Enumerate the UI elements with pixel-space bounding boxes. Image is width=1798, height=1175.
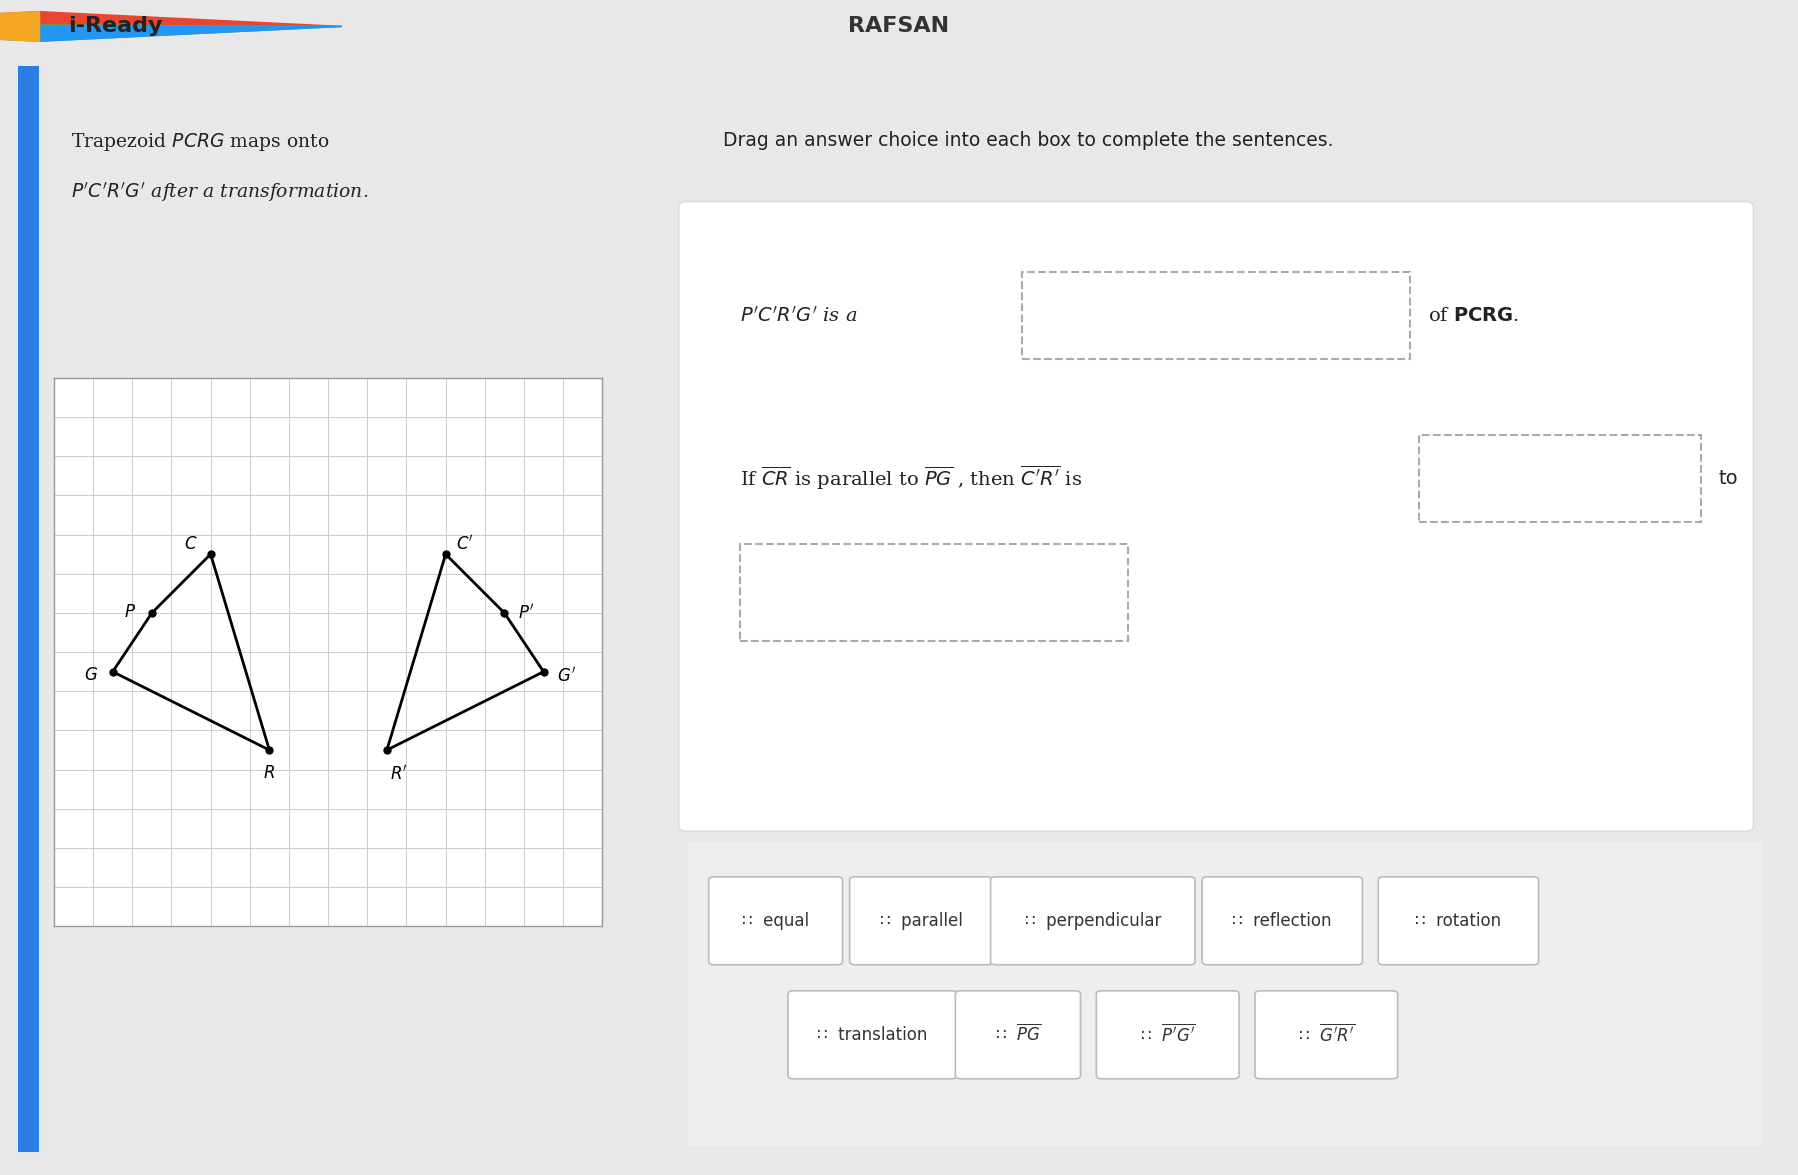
Text: $\mathit{R'}$: $\mathit{R'}$ [390, 764, 408, 783]
Text: ∷  $\overline{G'R'}$: ∷ $\overline{G'R'}$ [1298, 1023, 1356, 1046]
Text: ∷  parallel: ∷ parallel [879, 912, 962, 929]
Text: to: to [1719, 469, 1739, 488]
Polygon shape [0, 26, 342, 41]
Text: $\mathit{C'}$: $\mathit{C'}$ [457, 535, 475, 553]
FancyBboxPatch shape [955, 991, 1081, 1079]
Text: $\mathit{P'}$: $\mathit{P'}$ [518, 604, 534, 623]
FancyBboxPatch shape [708, 877, 843, 965]
Text: $\mathit{P'C'R'G'}$ is a: $\mathit{P'C'R'G'}$ is a [741, 306, 858, 325]
Text: i-Ready: i-Ready [68, 16, 164, 36]
Text: ∷  $\overline{P'G'}$: ∷ $\overline{P'G'}$ [1140, 1023, 1196, 1046]
FancyBboxPatch shape [741, 544, 1127, 642]
FancyBboxPatch shape [1203, 877, 1363, 965]
FancyBboxPatch shape [991, 877, 1196, 965]
Text: If $\overline{CR}$ is parallel to $\overline{PG}$ , then $\overline{C'R'}$ is: If $\overline{CR}$ is parallel to $\over… [741, 464, 1082, 492]
Text: ∷  perpendicular: ∷ perpendicular [1025, 912, 1162, 929]
Polygon shape [40, 25, 342, 41]
Text: $\mathit{R}$: $\mathit{R}$ [263, 765, 275, 783]
FancyBboxPatch shape [850, 877, 992, 965]
FancyBboxPatch shape [1379, 877, 1539, 965]
FancyBboxPatch shape [1255, 991, 1397, 1079]
Text: $\mathit{P}$: $\mathit{P}$ [124, 604, 137, 622]
Text: $\mathit{C}$: $\mathit{C}$ [183, 536, 198, 553]
Text: ∷  reflection: ∷ reflection [1232, 912, 1332, 929]
Text: Trapezoid $PCRG$ maps onto: Trapezoid $PCRG$ maps onto [70, 130, 329, 153]
Text: of $\mathbf{PCRG}$.: of $\mathbf{PCRG}$. [1428, 307, 1519, 324]
Text: ∷  $\overline{PG}$: ∷ $\overline{PG}$ [994, 1025, 1041, 1046]
Text: $\mathit{G'}$: $\mathit{G'}$ [557, 666, 577, 685]
Text: Drag an answer choice into each box to complete the sentences.: Drag an answer choice into each box to c… [723, 130, 1334, 150]
Text: $\mathit{P'C'R'G'}$ after a transformation.: $\mathit{P'C'R'G'}$ after a transformati… [70, 180, 369, 203]
Text: RAFSAN: RAFSAN [849, 16, 949, 36]
Polygon shape [0, 12, 342, 26]
Text: ∷  rotation: ∷ rotation [1415, 912, 1501, 929]
Text: $\mathit{G}$: $\mathit{G}$ [85, 667, 99, 684]
Bar [18, 66, 40, 1151]
Bar [687, 842, 1762, 1146]
Polygon shape [0, 12, 40, 41]
FancyBboxPatch shape [1023, 273, 1410, 358]
FancyBboxPatch shape [680, 202, 1753, 831]
Text: ∷  equal: ∷ equal [743, 912, 809, 929]
FancyBboxPatch shape [788, 991, 957, 1079]
Text: ∷  translation: ∷ translation [818, 1026, 928, 1043]
FancyBboxPatch shape [1419, 435, 1701, 522]
FancyBboxPatch shape [1097, 991, 1239, 1079]
